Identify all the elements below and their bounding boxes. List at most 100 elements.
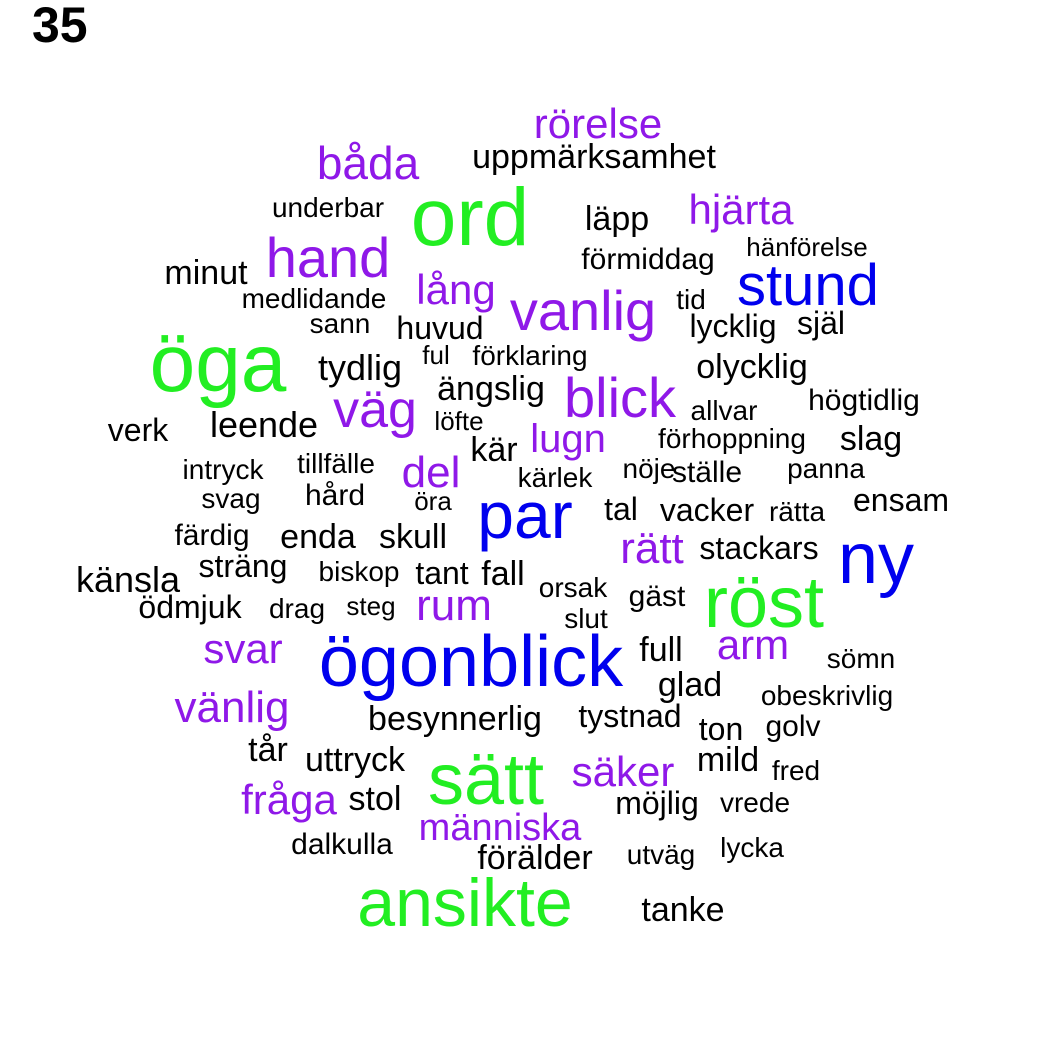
word-hand: hand [265,226,391,289]
word-fred: fred [771,755,821,786]
word-lycka: lycka [720,832,784,863]
word-hard: hård [304,479,366,512]
word-rorelse: rörelse [533,100,663,147]
word-tydlig: tydlig [317,347,403,388]
word-strang: sträng [198,548,288,584]
word-drag: drag [268,593,326,624]
word-forhoppning: förhoppning [658,423,806,454]
word-huvud: huvud [396,310,484,346]
word-vag: väg [333,381,417,439]
word-leende: leende [209,404,319,445]
word-obeskrivlig: obeskrivlig [760,680,894,711]
word-medlidande: medlidande [241,283,387,314]
word-sann: sann [309,308,371,339]
word-vrede: vrede [719,787,791,818]
word-skull: skull [378,518,448,556]
word-lapp: läpp [584,200,650,238]
word-intryck: intryck [182,454,264,485]
word-olycklig: olycklig [696,348,808,386]
word-tid: tid [676,284,706,315]
word-somn: sömn [826,643,896,674]
word-ogonblick: ögonblick [318,622,624,702]
word-panna: panna [787,453,865,484]
word-ratta: rätta [768,496,826,527]
word-glad: glad [657,666,723,704]
word-besynnerlig: besynnerlig [368,700,542,738]
word-ora: öra [414,486,452,516]
word-vanlig: vanlig [509,279,657,342]
word-svag: svag [201,483,261,514]
word-forklaring: förklaring [472,340,588,371]
word-saker: säker [571,748,675,795]
word-tant: tant [415,555,469,591]
word-stalle: ställe [671,456,743,489]
word-allvar: allvar [690,395,758,426]
word-rum: rum [416,581,492,630]
word-odmjuk: ödmjuk [138,589,242,625]
word-ansikte: ansikte [357,865,573,941]
word-fardig: färdig [174,519,250,552]
word-oga: öga [149,318,287,409]
word-sjal: själ [796,305,846,341]
word-kar: kär [470,431,518,469]
word-par: par [477,478,573,552]
word-underbar: underbar [271,192,385,223]
word-vacker: vacker [659,492,755,528]
word-ratt: rätt [620,524,684,573]
word-stol: stol [348,780,402,818]
word-golv: golv [765,710,821,743]
word-manniska: människa [418,807,582,849]
word-svar: svar [203,625,283,672]
word-uttryck: uttryck [304,741,406,779]
word-hjarta: hjärta [688,186,794,233]
word-fraga: fråga [241,776,337,823]
word-bada: båda [316,137,420,189]
word-vanlig: vänlig [174,683,290,732]
word-rost: röst [703,563,825,643]
word-tal: tal [604,491,638,527]
word-arm: arm [716,621,790,668]
word-biskop: biskop [318,556,400,587]
word-blick: blick [563,366,677,429]
word-verk: verk [107,412,169,448]
word-slag: slag [839,420,903,458]
word-full: full [639,631,683,669]
word-formiddag: förmiddag [581,243,715,276]
word-ord: ord [410,172,530,263]
word-ensam: ensam [852,482,950,518]
word-tystnad: tystnad [578,698,682,734]
word-orsak: orsak [538,572,608,603]
word-hogtidlig: högtidlig [808,384,920,417]
word-tillfalle: tillfälle [297,448,375,479]
word-satt: sätt [427,740,545,820]
word-tanke: tanke [641,891,725,929]
word-ton: ton [698,711,744,747]
word-gast: gäst [628,580,686,613]
word-ful: ful [422,340,450,370]
word-tar: tår [248,731,288,769]
word-uppmarksamhet: uppmärksamhet [472,138,716,176]
word-angslig: ängslig [437,370,545,408]
word-utvag: utväg [626,839,696,870]
word-hanforelse: hänförelse [746,232,868,262]
word-minut: minut [164,254,248,292]
word-enda: enda [280,518,356,556]
word-mojlig: möjlig [615,785,699,821]
word-mild: mild [696,741,760,779]
word-dalkulla: dalkulla [291,828,393,861]
word-lang: lång [416,266,496,313]
word-steg: steg [346,591,396,621]
word-ny: ny [837,519,915,599]
word-lofte: löfte [434,406,484,436]
figure-label: 35 [32,0,88,53]
word-noje: nöje [622,453,676,484]
word-lugn: lugn [530,417,606,461]
word-kansla: känsla [75,559,181,600]
word-slut: slut [564,603,608,634]
word-foralder: förälder [477,839,593,877]
word-lycklig: lycklig [689,308,777,344]
word-stund: stund [737,253,879,318]
word-stackars: stackars [699,530,819,566]
word-fall: fall [481,555,525,593]
